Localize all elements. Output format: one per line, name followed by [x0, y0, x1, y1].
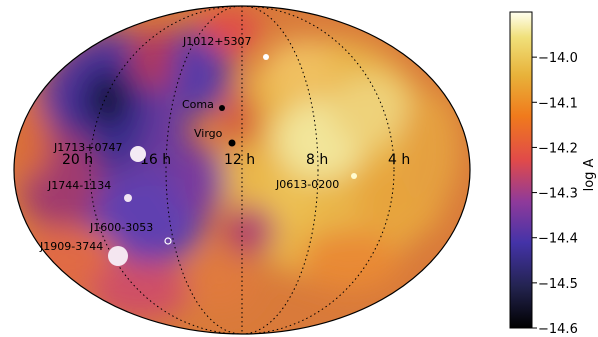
colorbar-gradient	[509, 11, 533, 329]
colorbar-tick-label: −14.5	[538, 277, 578, 292]
source-marker	[351, 173, 357, 179]
hour-label: 4 h	[388, 152, 410, 168]
source-label: J1909-3744	[39, 240, 103, 253]
colorbar-label: log A	[582, 158, 597, 191]
source-label: Coma	[182, 98, 214, 111]
source-label: J1012+5307	[182, 35, 251, 48]
hour-label: 12 h	[224, 152, 255, 168]
hour-label: 20 h	[62, 152, 93, 168]
source-marker	[108, 246, 128, 266]
colorbar: −14.0 −14.1 −14.2 −14.3 −14.4 −14.5 −14.6 log …	[509, 11, 597, 337]
colorbar-tick-label: −14.4	[538, 232, 578, 247]
sky-boundary	[13, 5, 471, 335]
colorbar-tick-label: −14.1	[538, 96, 578, 111]
colorbar-tick-label: −14.2	[538, 141, 578, 156]
source-marker	[130, 146, 146, 162]
colorbar-tick-label: −14.0	[538, 51, 578, 66]
source-marker	[219, 105, 225, 111]
hour-label: 16 h	[140, 152, 171, 168]
source-marker	[124, 194, 132, 202]
source-label: Virgo	[194, 127, 223, 140]
source-marker	[263, 54, 269, 60]
heatmap-field	[14, 6, 470, 334]
hour-label: 8 h	[306, 152, 328, 168]
source-marker	[164, 237, 172, 245]
source-label: J1600-3053	[89, 221, 153, 234]
source-marker	[228, 139, 236, 147]
source-label: J1713+0747	[53, 141, 122, 154]
colorbar-tick-label: −14.3	[538, 187, 578, 202]
source-label: J0613-0200	[275, 178, 339, 191]
colorbar-tick-label: −14.6	[538, 322, 578, 337]
source-label: J1744-1134	[47, 179, 111, 192]
